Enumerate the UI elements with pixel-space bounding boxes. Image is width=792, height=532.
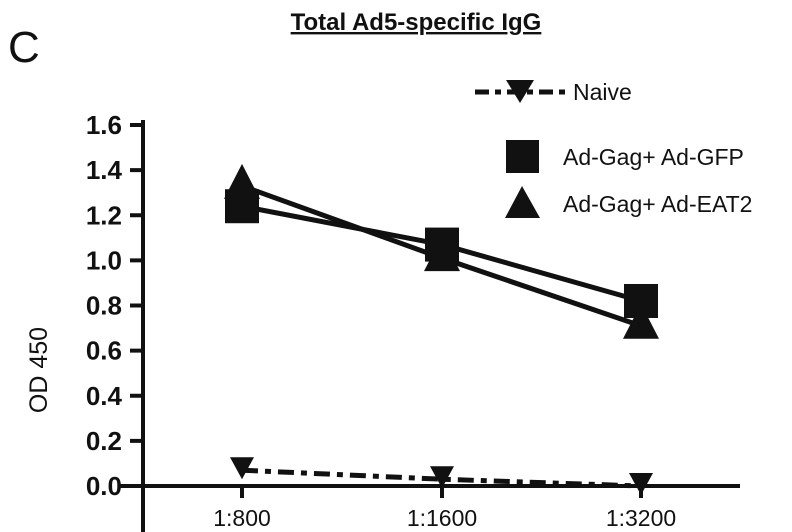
panel-letter: C [8,23,40,72]
chart-title: Total Ad5-specific IgG [291,9,542,36]
data-point [430,466,454,489]
legend-item-eat2: Ad-Gag+ Ad-EAT2 [505,186,752,218]
series-2 [224,163,659,339]
data-point [224,163,260,199]
y-axis-label: OD 450 [25,327,53,413]
y-axis: 0.0 0.2 0.4 0.6 0.8 1.0 1.2 1.4 1.6 [86,110,145,532]
y-tick-label: 0.4 [86,381,123,411]
x-tick-label: 1:3200 [606,505,676,531]
legend-label-gfp: Ad-Gag+ Ad-GFP [563,144,744,170]
data-point [629,473,653,495]
series-line [241,467,642,489]
y-tick-label: 1.0 [86,245,122,275]
y-ticks: 0.0 0.2 0.4 0.6 0.8 1.0 1.2 1.4 1.6 [86,110,143,501]
legend-label-naive: Naive [573,79,632,105]
x-axis: 1:800 1:1600 1:3200 [120,484,740,531]
y-tick-label: 0.6 [86,336,122,366]
legend-swatch-gfp [506,140,539,173]
series-layer [224,163,659,495]
legend-label-eat2: Ad-Gag+ Ad-EAT2 [563,191,752,217]
y-tick-label: 0.8 [86,291,122,321]
data-point [424,236,460,272]
y-tick-label: 0.0 [86,471,122,501]
x-ticks: 1:800 1:1600 1:3200 [213,486,676,531]
legend-item-gfp: Ad-Gag+ Ad-GFP [506,140,744,173]
y-tick-label: 1.6 [86,110,122,140]
legend-swatch-naive-marker [506,80,534,103]
y-tick-label: 1.2 [86,200,122,230]
y-tick-label: 0.2 [86,426,122,456]
data-point [623,303,659,339]
x-tick-label: 1:1600 [407,505,477,531]
data-point [230,457,254,480]
legend: Naive Ad-Gag+ Ad-GFP Ad-Gag+ Ad-EAT2 [475,79,752,218]
legend-swatch-eat2 [505,186,540,218]
x-tick-label: 1:800 [213,505,271,531]
series-0 [230,457,653,495]
legend-item-naive: Naive [475,79,632,105]
y-tick-label: 1.4 [86,155,123,185]
